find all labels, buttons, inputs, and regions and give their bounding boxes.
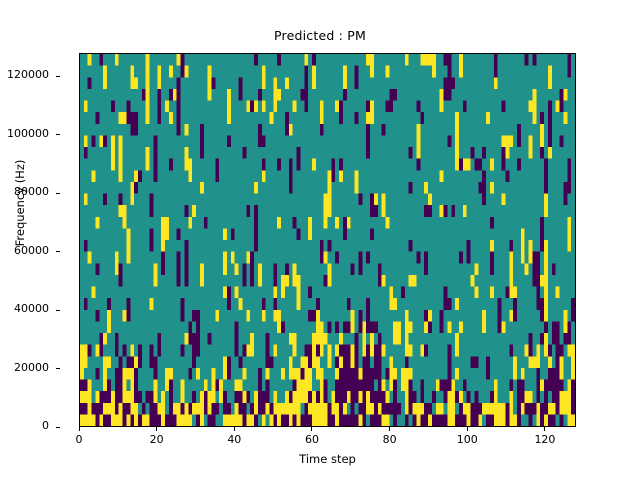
x-tick-mark xyxy=(466,427,468,431)
x-tick-label: 20 xyxy=(149,433,164,446)
x-tick-mark xyxy=(233,427,235,431)
y-tick-label: 100000 xyxy=(7,126,49,140)
x-axis-label: Time step xyxy=(299,452,356,466)
x-tick-label: 60 xyxy=(304,433,319,446)
x-tick-label: 40 xyxy=(227,433,242,446)
heatmap-plot-area xyxy=(79,53,576,427)
x-tick-label: 80 xyxy=(382,433,397,446)
y-tick-mark xyxy=(56,309,60,311)
y-tick-label: 20000 xyxy=(14,360,49,374)
x-tick-label: 100 xyxy=(456,433,478,446)
y-tick-mark xyxy=(56,368,60,370)
y-tick-mark xyxy=(56,251,60,253)
heatmap-canvas xyxy=(80,54,575,426)
y-tick-label: 120000 xyxy=(7,68,49,82)
y-tick-label: 60000 xyxy=(14,243,49,257)
y-tick-label: 0 xyxy=(42,419,49,432)
x-tick-mark xyxy=(311,427,313,431)
x-tick-label: 0 xyxy=(75,433,83,446)
x-tick-mark xyxy=(544,427,546,431)
y-tick-label: 80000 xyxy=(14,185,49,199)
y-tick-mark xyxy=(56,75,60,77)
x-tick-mark xyxy=(389,427,391,431)
chart-title: Predicted : PM xyxy=(274,28,366,43)
x-tick-mark xyxy=(156,427,158,431)
y-axis-label: Frequency (Hz) xyxy=(13,159,27,247)
x-tick-mark xyxy=(78,427,80,431)
y-tick-mark xyxy=(56,192,60,194)
y-tick-mark xyxy=(56,426,60,428)
y-tick-mark xyxy=(56,134,60,136)
x-tick-label: 120 xyxy=(534,433,556,446)
y-tick-label: 40000 xyxy=(14,302,49,316)
